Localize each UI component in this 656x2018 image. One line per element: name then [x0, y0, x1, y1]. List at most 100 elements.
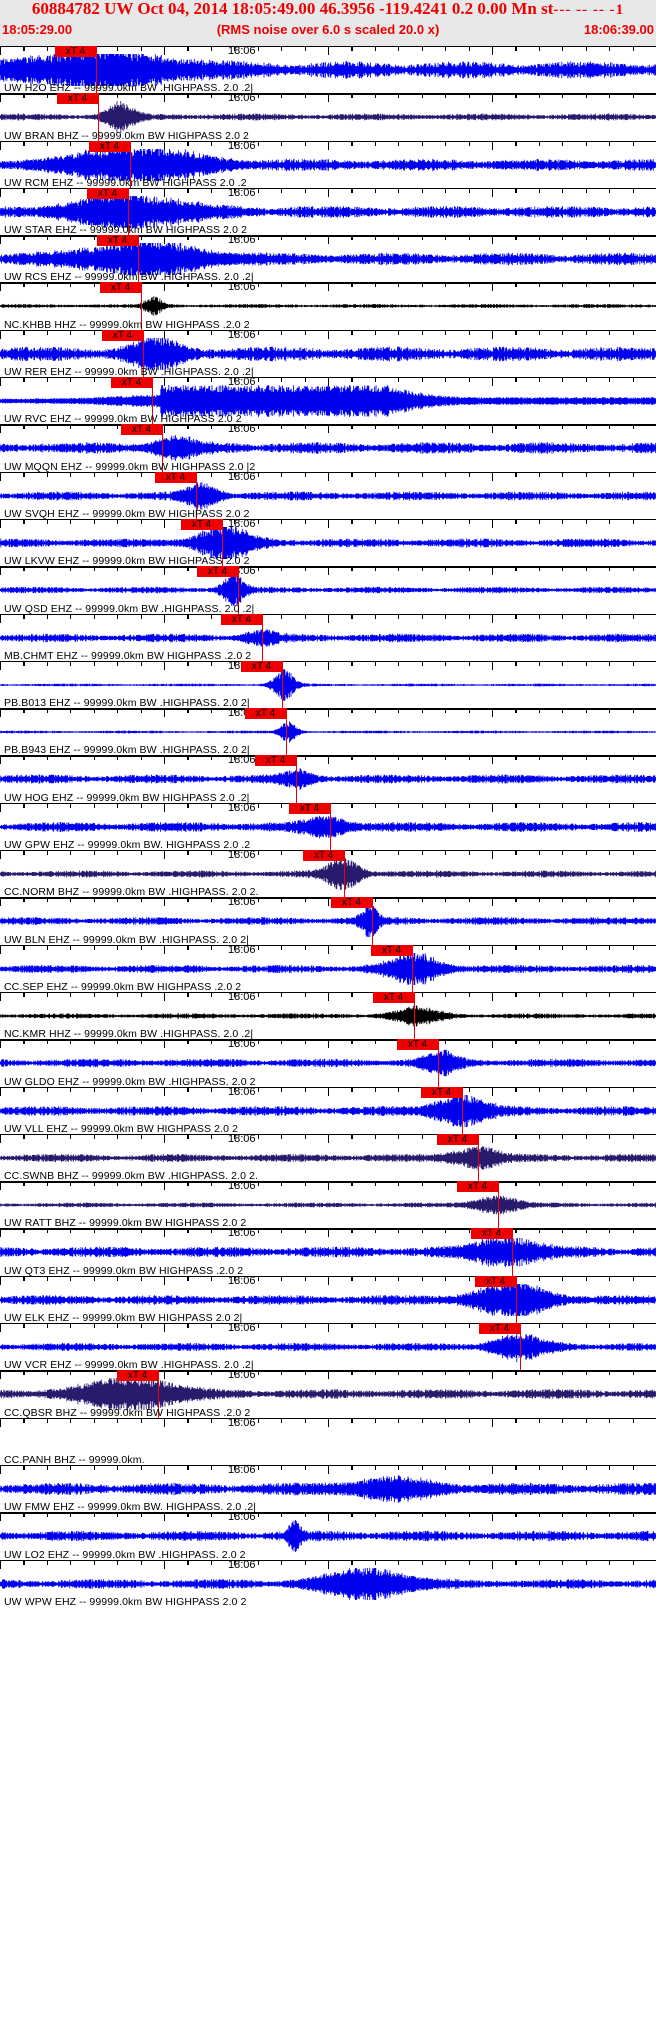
trace-row[interactable]: 18:06 xT 4 UW ELK EHZ -- 99999.0km BW HIGH…: [0, 1275, 656, 1325]
channel-label[interactable]: UW HOG EHZ -- 99999.0km BW HIGHPASS 2.0 …: [4, 791, 250, 804]
trace-row[interactable]: 18:06 xT 4 UW VCR EHZ -- 99999.0km BW .HIG…: [0, 1323, 656, 1372]
axis-time-label: 18:06: [228, 139, 256, 152]
axis-tick-minor: [398, 329, 400, 335]
axis-tick-minor: [304, 282, 306, 288]
trace-row[interactable]: 18:06 xT 4 UW GPW EHZ -- 99999.0km BW. HIG…: [0, 802, 656, 852]
axis-tick-minor: [421, 1228, 423, 1234]
axis-tick-major: [492, 187, 494, 197]
channel-label[interactable]: UW H2O EHZ -- 99999.0km BW .HIGHPASS. 2.…: [4, 82, 254, 95]
axis-tick-minor: [304, 802, 306, 808]
trace-row[interactable]: 18:06 xT 4 UW MQQN EHZ -- 99999.0km BW HIG…: [0, 424, 656, 473]
trace-row[interactable]: 18:06 xT 4 UW BLN EHZ -- 99999.0km BW .HIG…: [0, 897, 656, 946]
trace-row[interactable]: 18:06 xT 4 PB.B013 EHZ -- 99999.0km BW .HI…: [0, 660, 656, 710]
axis-tick-minor: [70, 1417, 72, 1423]
trace-row[interactable]: 18:06 xT 4 NC.KHBB HHZ -- 99999.0km BW HIG…: [0, 282, 656, 331]
channel-label[interactable]: UW SVQH EHZ -- 99999.0km BW HIGHPASS 2.0…: [4, 507, 250, 520]
channel-label[interactable]: UW RCS EHZ -- 99999.0km BW .HIGHPASS. 2.…: [4, 271, 254, 284]
waveform: [0, 811, 656, 843]
trace-row[interactable]: 18:06 CC.PANH BHZ -- 99999.0km.: [0, 1417, 656, 1466]
trace-row[interactable]: 18:06 xT 4 CC.NORM BHZ -- 99999.0km BW .HI…: [0, 850, 656, 899]
axis-tick-minor: [70, 471, 72, 477]
axis-time-label: 18:06: [228, 234, 256, 247]
trace-row[interactable]: 18:06 xT 4 MB.CHMT EHZ -- 99999.0km BW HIG…: [0, 613, 656, 662]
axis-tick-minor: [187, 235, 189, 241]
channel-label[interactable]: UW RVC EHZ -- 99999.0km BW HIGHPASS 2.0 …: [4, 413, 242, 426]
channel-label[interactable]: UW WPW EHZ -- 99999.0km BW HIGHPASS 2.0 …: [4, 1595, 247, 1608]
channel-label[interactable]: UW QT3 EHZ -- 99999.0km BW HIGHPASS .2.0…: [4, 1264, 244, 1277]
channel-label[interactable]: NC.KMR HHZ -- 99999.0km BW .HIGHPASS. 2.…: [4, 1028, 254, 1041]
axis-tick-minor: [234, 235, 236, 241]
axis-tick-minor: [468, 1464, 470, 1470]
channel-label[interactable]: NC.KHBB HHZ -- 99999.0km BW HIGHPASS .2.…: [4, 318, 250, 331]
axis-tick-minor: [445, 282, 447, 288]
trace-row[interactable]: 18:06 xT 4 UW H2O EHZ -- 99999.0km BW .HIG…: [0, 46, 656, 95]
axis-tick-minor: [93, 1133, 95, 1139]
channel-label[interactable]: UW RATT BHZ -- 99999.0km BW HIGHPASS 2.0…: [4, 1217, 247, 1230]
channel-label[interactable]: UW STAR EHZ -- 99999.0km BW HIGHPASS 2.0…: [4, 224, 248, 237]
axis-tick-minor: [46, 187, 49, 193]
axis-tick-minor: [585, 1323, 587, 1329]
channel-label[interactable]: CC.PANH BHZ -- 99999.0km.: [4, 1453, 145, 1466]
channel-label[interactable]: UW VCR EHZ -- 99999.0km BW .HIGHPASS. 2.…: [4, 1359, 254, 1372]
axis-time-label: 18:06: [228, 707, 256, 720]
channel-label[interactable]: CC.SWNB BHZ -- 99999.0km BW .HIGHPASS. 2…: [4, 1170, 259, 1183]
channel-label[interactable]: UW LO2 EHZ -- 99999.0km BW .HIGHPASS. 2.…: [4, 1548, 246, 1561]
channel-label[interactable]: UW VLL EHZ -- 99999.0km BW HIGHPASS 2.0 …: [4, 1122, 239, 1135]
axis-tick-minor: [187, 991, 189, 997]
trace-row[interactable]: 18:06 UW LO2 EHZ -- 99999.0km BW .HIGHPAS…: [0, 1512, 656, 1561]
channel-label[interactable]: UW GLDO EHZ -- 99999.0km BW .HIGHPASS. 2…: [4, 1075, 256, 1088]
trace-row[interactable]: 18:06 xT 4 UW RER EHZ -- 99999.0km BW .HIG…: [0, 329, 656, 379]
trace-row[interactable]: 18:06 UW WPW EHZ -- 99999.0km BW HIGHPASS…: [0, 1559, 656, 1608]
trace-row[interactable]: 18:06 xT 4 UW QSD EHZ -- 99999.0km BW .HIG…: [0, 566, 656, 615]
trace-row[interactable]: 18:06 UW FMW EHZ -- 99999.0km BW. HIGHPAS…: [0, 1464, 656, 1514]
channel-label[interactable]: PB.B943 EHZ -- 99999.0km BW .HIGHPASS. 2…: [4, 744, 250, 757]
axis-tick-minor: [609, 802, 611, 808]
channel-label[interactable]: UW LKVW EHZ -- 99999.0km BW HIGHPASS 2.0…: [4, 555, 250, 568]
channel-label[interactable]: MB.CHMT EHZ -- 99999.0km BW HIGHPASS .2.…: [4, 649, 252, 662]
trace-row[interactable]: 18:06 xT 4 UW RCM EHZ -- 99999.0km BW HIGH…: [0, 139, 656, 189]
trace-row[interactable]: 18:06 xT 4 UW RCS EHZ -- 99999.0km BW .HIG…: [0, 234, 656, 284]
channel-label[interactable]: UW RCM EHZ -- 99999.0km BW HIGHPASS 2.0 …: [4, 176, 247, 189]
trace-row[interactable]: 18:06 xT 4 UW SVQH EHZ -- 99999.0km BW HIG…: [0, 471, 656, 520]
axis-tick-major: [328, 1323, 330, 1333]
trace-row[interactable]: 18:06 xT 4 UW RATT BHZ -- 99999.0km BW HIG…: [0, 1181, 656, 1230]
trace-row[interactable]: 18:06 xT 4 CC.SWNB BHZ -- 99999.0km BW .HI…: [0, 1133, 656, 1183]
axis-tick-minor: [398, 1228, 400, 1234]
event-header: 60884782 UW Oct 04, 2014 18:05:49.00 46.…: [0, 0, 656, 46]
channel-label[interactable]: UW ELK EHZ -- 99999.0km BW HIGHPASS 2.0 …: [4, 1312, 243, 1325]
channel-label[interactable]: PB.B013 EHZ -- 99999.0km BW .HIGHPASS. 2…: [4, 697, 250, 710]
axis-tick-minor: [257, 613, 259, 619]
axis-tick-minor: [351, 708, 353, 714]
trace-row[interactable]: 18:06 xT 4 UW LKVW EHZ -- 99999.0km BW HIG…: [0, 518, 656, 568]
trace-row[interactable]: 18:06 xT 4 CC.SEP EHZ -- 99999.0km BW HIGH…: [0, 944, 656, 993]
trace-row[interactable]: 18:06 xT 4 UW BRAN BHZ -- 99999.0km BW HIG…: [0, 93, 656, 142]
trace-row[interactable]: 18:06 xT 4 UW STAR EHZ -- 99999.0km BW HIG…: [0, 187, 656, 237]
channel-label[interactable]: UW QSD EHZ -- 99999.0km BW .HIGHPASS. 2.…: [4, 602, 255, 615]
channel-label[interactable]: UW BRAN BHZ -- 99999.0km BW HIGHPASS 2.0…: [4, 129, 249, 142]
axis-tick-major: [0, 187, 2, 197]
trace-row[interactable]: 18:06 xT 4 NC.KMR HHZ -- 99999.0km BW .HIG…: [0, 991, 656, 1041]
axis-tick-minor: [23, 566, 25, 572]
trace-row[interactable]: 18:06 xT 4 CC.QBSR BHZ -- 99999.0km BW HIG…: [0, 1370, 656, 1419]
trace-row[interactable]: 18:06 xT 4 UW VLL EHZ -- 99999.0km BW HIGH…: [0, 1086, 656, 1135]
trace-row[interactable]: 18:06 xT 4 UW QT3 EHZ -- 99999.0km BW HIGH…: [0, 1228, 656, 1277]
channel-label[interactable]: UW BLN EHZ -- 99999.0km BW .HIGHPASS. 2.…: [4, 933, 249, 946]
channel-label[interactable]: CC.SEP EHZ -- 99999.0km BW HIGHPASS .2.0…: [4, 980, 242, 993]
axis-tick-minor: [585, 1275, 587, 1281]
channel-label[interactable]: UW RER EHZ -- 99999.0km BW .HIGHPASS. 2.…: [4, 366, 254, 379]
axis-tick-minor: [23, 282, 25, 288]
channel-label[interactable]: UW MQQN EHZ -- 99999.0km BW HIGHPASS 2.0…: [4, 460, 256, 473]
channel-label[interactable]: UW GPW EHZ -- 99999.0km BW. HIGHPASS 2.0…: [4, 839, 251, 852]
axis-tick-minor: [421, 329, 423, 335]
channel-label[interactable]: CC.QBSR BHZ -- 99999.0km BW HIGHPASS .2.…: [4, 1406, 251, 1419]
trace-row[interactable]: 18:06 xT 4 PB.B943 EHZ -- 99999.0km BW .HI…: [0, 707, 656, 757]
channel-label[interactable]: CC.NORM BHZ -- 99999.0km BW .HIGHPASS. 2…: [4, 886, 259, 899]
trace-row[interactable]: 18:06 xT 4 UW RVC EHZ -- 99999.0km BW HIGH…: [0, 377, 656, 426]
trace-row[interactable]: 18:06 xT 4 UW GLDO EHZ -- 99999.0km BW .HI…: [0, 1039, 656, 1088]
axis-tick-minor: [538, 187, 541, 193]
axis-tick-minor: [23, 518, 25, 524]
trace-row[interactable]: 18:06 xT 4 UW HOG EHZ -- 99999.0km BW HIGH…: [0, 755, 656, 804]
axis-tick-minor: [562, 1275, 564, 1281]
channel-label[interactable]: UW FMW EHZ -- 99999.0km BW. HIGHPASS. 2.…: [4, 1501, 257, 1514]
axis-tick-minor: [351, 377, 353, 383]
